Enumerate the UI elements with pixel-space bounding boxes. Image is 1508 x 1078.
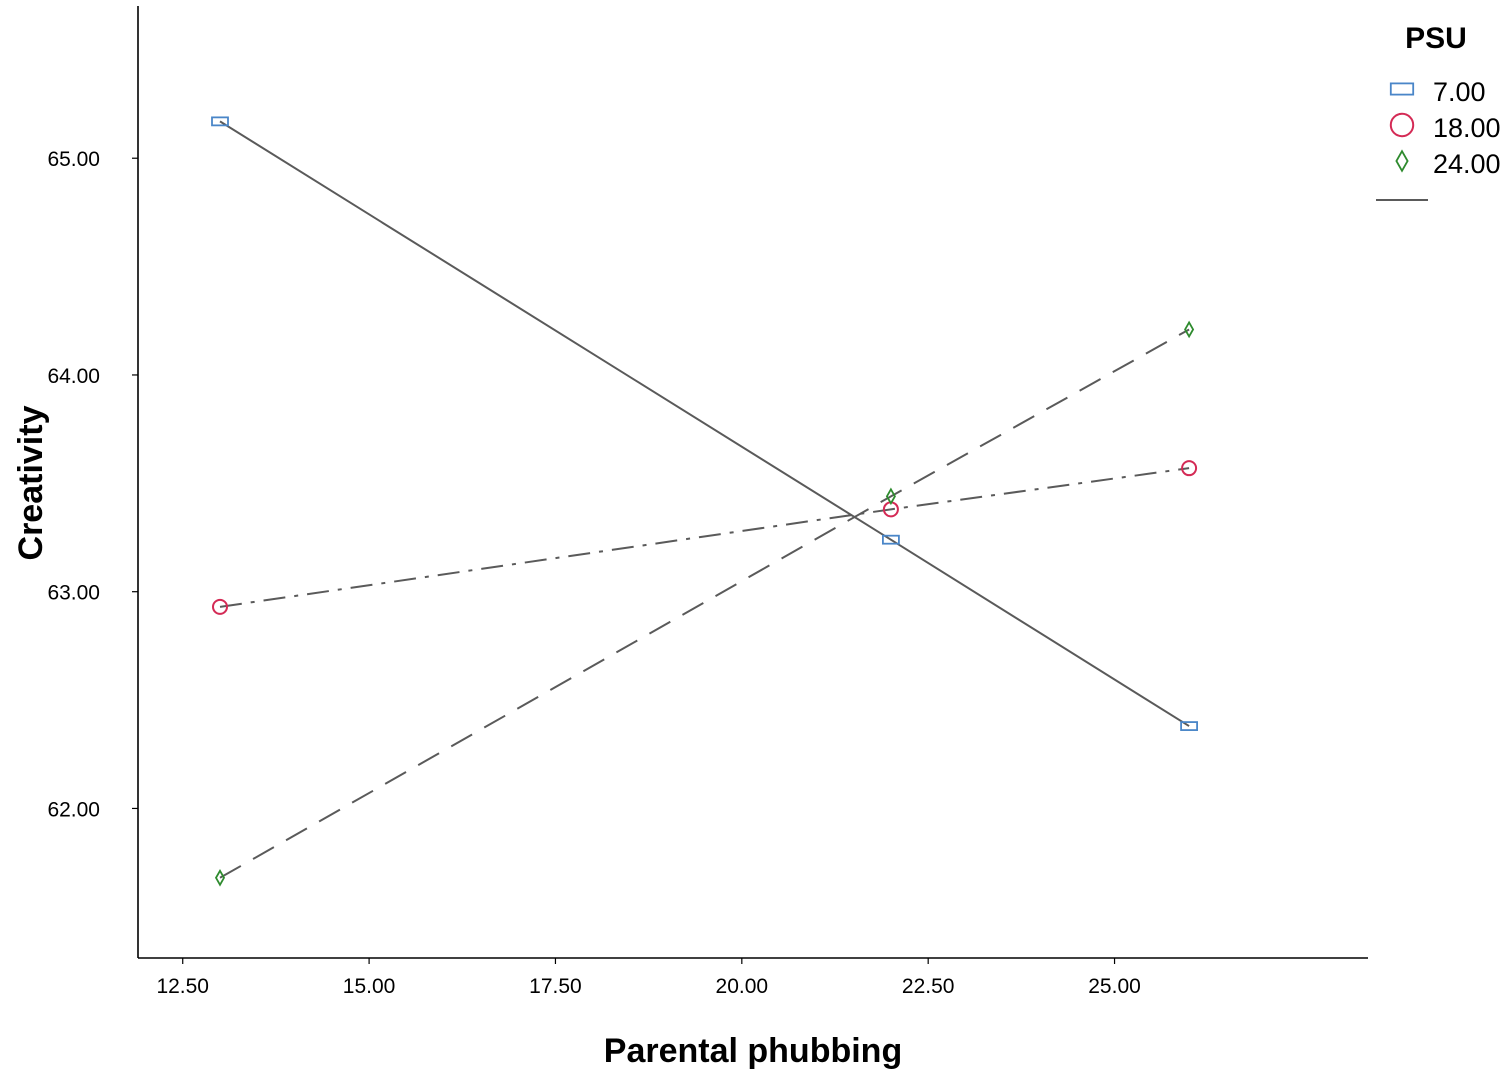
legend-marker-circle: [1389, 112, 1415, 138]
x-tick-label: 25.00: [1088, 975, 1141, 998]
x-tick-label: 22.50: [902, 975, 955, 998]
data-point-circle: [212, 598, 228, 615]
legend-label: 7.00: [1433, 77, 1486, 107]
legend-title: PSU: [1405, 22, 1467, 55]
data-point-diamond: [885, 487, 896, 506]
data-point-diamond: [214, 868, 226, 887]
y-tick-label: 64.00: [47, 365, 100, 388]
y-tick-label: 62.00: [47, 798, 100, 821]
series-line-24.00: [219, 328, 1190, 879]
y-tick-label: 63.00: [47, 582, 100, 605]
data-point-circle: [1181, 460, 1198, 477]
x-axis-title: Parental phubbing: [604, 1032, 902, 1070]
data-point-square: [1180, 721, 1198, 731]
y-ticks: 62.00 63.00 64.00 65.00: [47, 148, 138, 821]
series-line-18.00: [219, 467, 1190, 608]
x-tick-label: 20.00: [716, 975, 769, 998]
legend-marker-diamond: [1395, 149, 1409, 173]
legend-marker-square: [1389, 82, 1415, 96]
legend: PSU 7.00 18.00 24.00: [1376, 22, 1501, 201]
legend-label: 24.00: [1433, 149, 1501, 179]
x-tick-label: 17.50: [529, 975, 582, 998]
data-point-square: [211, 116, 229, 127]
x-tick-label: 15.00: [343, 975, 396, 998]
x-tick-label: 12.50: [156, 975, 209, 998]
y-tick-label: 65.00: [47, 148, 100, 171]
legend-items: 7.00 18.00 24.00: [1376, 77, 1501, 201]
series-lines: [219, 120, 1190, 879]
x-ticks: 12.50 15.00 17.50 20.00 22.50 25.00: [156, 958, 1141, 998]
legend-label: 18.00: [1433, 113, 1501, 143]
data-point-diamond: [1184, 320, 1195, 339]
data-point-square: [882, 534, 900, 545]
axes: [137, 6, 1368, 959]
series-markers: [211, 116, 1198, 887]
series-line-7.00: [219, 120, 1190, 727]
y-axis-title: Creativity: [12, 405, 50, 560]
